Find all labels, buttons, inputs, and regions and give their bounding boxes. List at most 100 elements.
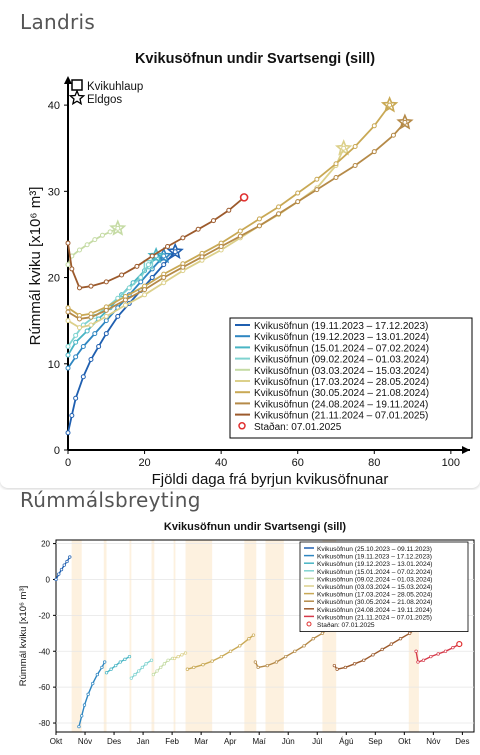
legend-eldgos: Eldgos [87,94,122,106]
data-point [389,642,393,646]
data-point [161,253,167,259]
data-point [180,653,184,657]
legend-status-marker [238,422,246,430]
data-point [218,244,224,250]
month-label: Sep [368,737,383,746]
data-point [123,657,127,661]
data-point [73,395,79,401]
data-point [311,637,315,641]
data-point [59,567,64,572]
legend-entry: Kvikusöfnun (15.01.2024 – 07.02.2024) [317,569,432,576]
data-point [199,254,205,260]
series-line [174,652,186,660]
data-point [122,297,128,303]
data-point [195,226,201,232]
data-point [159,665,163,670]
data-point [80,374,86,380]
data-point [115,313,121,319]
y-axis-label: Rúmmál kviku [x10⁶ m³] [18,586,29,687]
data-point [333,161,339,167]
data-point [436,652,440,656]
data-point [142,287,148,293]
data-point [352,162,358,168]
data-point [76,316,82,322]
eruption-star-icon [147,246,165,264]
data-point [91,681,95,686]
data-point [371,653,375,657]
legend-entry: Kvikusöfnun (19.11.2023 – 17.12.2023) [317,554,432,561]
series-6 [65,139,353,331]
data-point [362,658,366,662]
legend-entry: Kvikusöfnun (17.03.2024 – 28.05.2024) [317,592,432,599]
star-icon [68,89,86,106]
data-point [166,658,170,662]
data-point [138,275,144,281]
data-point [416,660,420,664]
data-point [109,667,113,671]
section-title-rummalsbreyting: Rúmmálsbreyting [20,488,201,512]
data-point [390,132,396,138]
data-point [54,577,58,582]
eruption-star-icon [334,139,353,156]
data-point [92,237,98,243]
month-label: Júl [312,737,322,746]
data-point [192,665,196,670]
data-point [65,262,71,268]
month-label: Nóv [78,737,92,746]
plot-frame [55,539,475,733]
data-point [133,672,137,677]
data-point [57,572,61,576]
data-point [149,658,154,662]
eruption-band [244,540,257,732]
data-point [185,667,190,671]
data-point [162,662,167,666]
legend-entry: Kvikusöfnun (19.11.2023 – 17.12.2023) [254,321,428,332]
data-point [103,313,109,319]
series-5 [151,656,175,677]
y-tick-label: 0 [54,445,60,457]
month-label: Mar [194,737,208,746]
data-point [237,228,243,234]
data-point [293,649,297,653]
month-label: Ágú [339,737,353,746]
eruption-band [265,540,284,732]
data-point [402,119,408,125]
legend-entry: Kvikusöfnun (30.05.2024 – 21.08.2024) [317,599,432,606]
data-point [80,714,84,718]
data-point [226,207,232,213]
series-6 [172,651,188,661]
y-axis-arrow [64,76,72,84]
data-point [314,176,320,182]
data-point [172,249,178,255]
chart-title: Kvikusöfnun undir Svartsengi (sill) [135,51,375,67]
data-point [161,262,167,268]
data-point [99,232,105,238]
legend-entry: Kvikusöfnun (24.08.2024 – 19.11.2024) [317,607,432,614]
data-point [253,660,258,664]
data-point [115,225,121,231]
data-point [429,654,433,659]
data-point [68,555,72,559]
data-point [129,676,133,680]
month-label: Des [455,737,469,746]
data-point [165,244,171,250]
eruption-star-icon [396,113,414,130]
month-label: Okt [50,737,63,746]
data-point [371,123,377,129]
current-status-point [239,193,249,202]
data-point [65,352,71,358]
data-point [343,665,348,670]
data-point [126,285,132,291]
data-point [333,175,339,181]
data-point [103,318,109,324]
data-point [73,339,79,345]
data-point [65,559,69,564]
data-point [443,649,448,653]
data-point [237,233,243,239]
data-point [320,631,325,635]
data-point [65,309,71,315]
legend-entry: Kvikusöfnun (17.03.2024 – 28.05.2024) [254,377,429,388]
legend-status-label: Staðan: 07.01.2025 [254,421,342,433]
x-axis-label: Fjöldi daga frá byrjun kvikusöfnunar [152,471,389,488]
